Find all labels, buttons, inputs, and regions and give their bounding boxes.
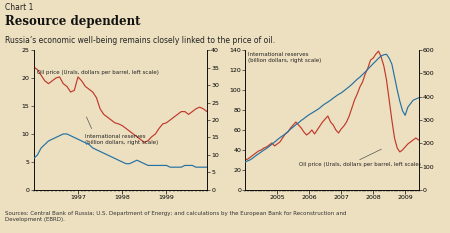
Text: International reserves
(billion dollars, right scale): International reserves (billion dollars,… <box>86 134 158 145</box>
Text: Chart 1: Chart 1 <box>5 3 34 13</box>
Text: Russia’s economic well-being remains closely linked to the price of oil.: Russia’s economic well-being remains clo… <box>5 36 275 45</box>
Text: Sources: Central Bank of Russia; U.S. Department of Energy; and calculations by : Sources: Central Bank of Russia; U.S. De… <box>5 211 347 222</box>
Text: Oil price (Urals, dollars per barrel, left scale): Oil price (Urals, dollars per barrel, le… <box>298 162 420 167</box>
Text: Resource dependent: Resource dependent <box>5 15 141 28</box>
Text: Oil price (Urals, dollars per barrel, left scale): Oil price (Urals, dollars per barrel, le… <box>37 70 159 75</box>
Text: International reserves
(billion dollars, right scale): International reserves (billion dollars,… <box>248 52 321 63</box>
